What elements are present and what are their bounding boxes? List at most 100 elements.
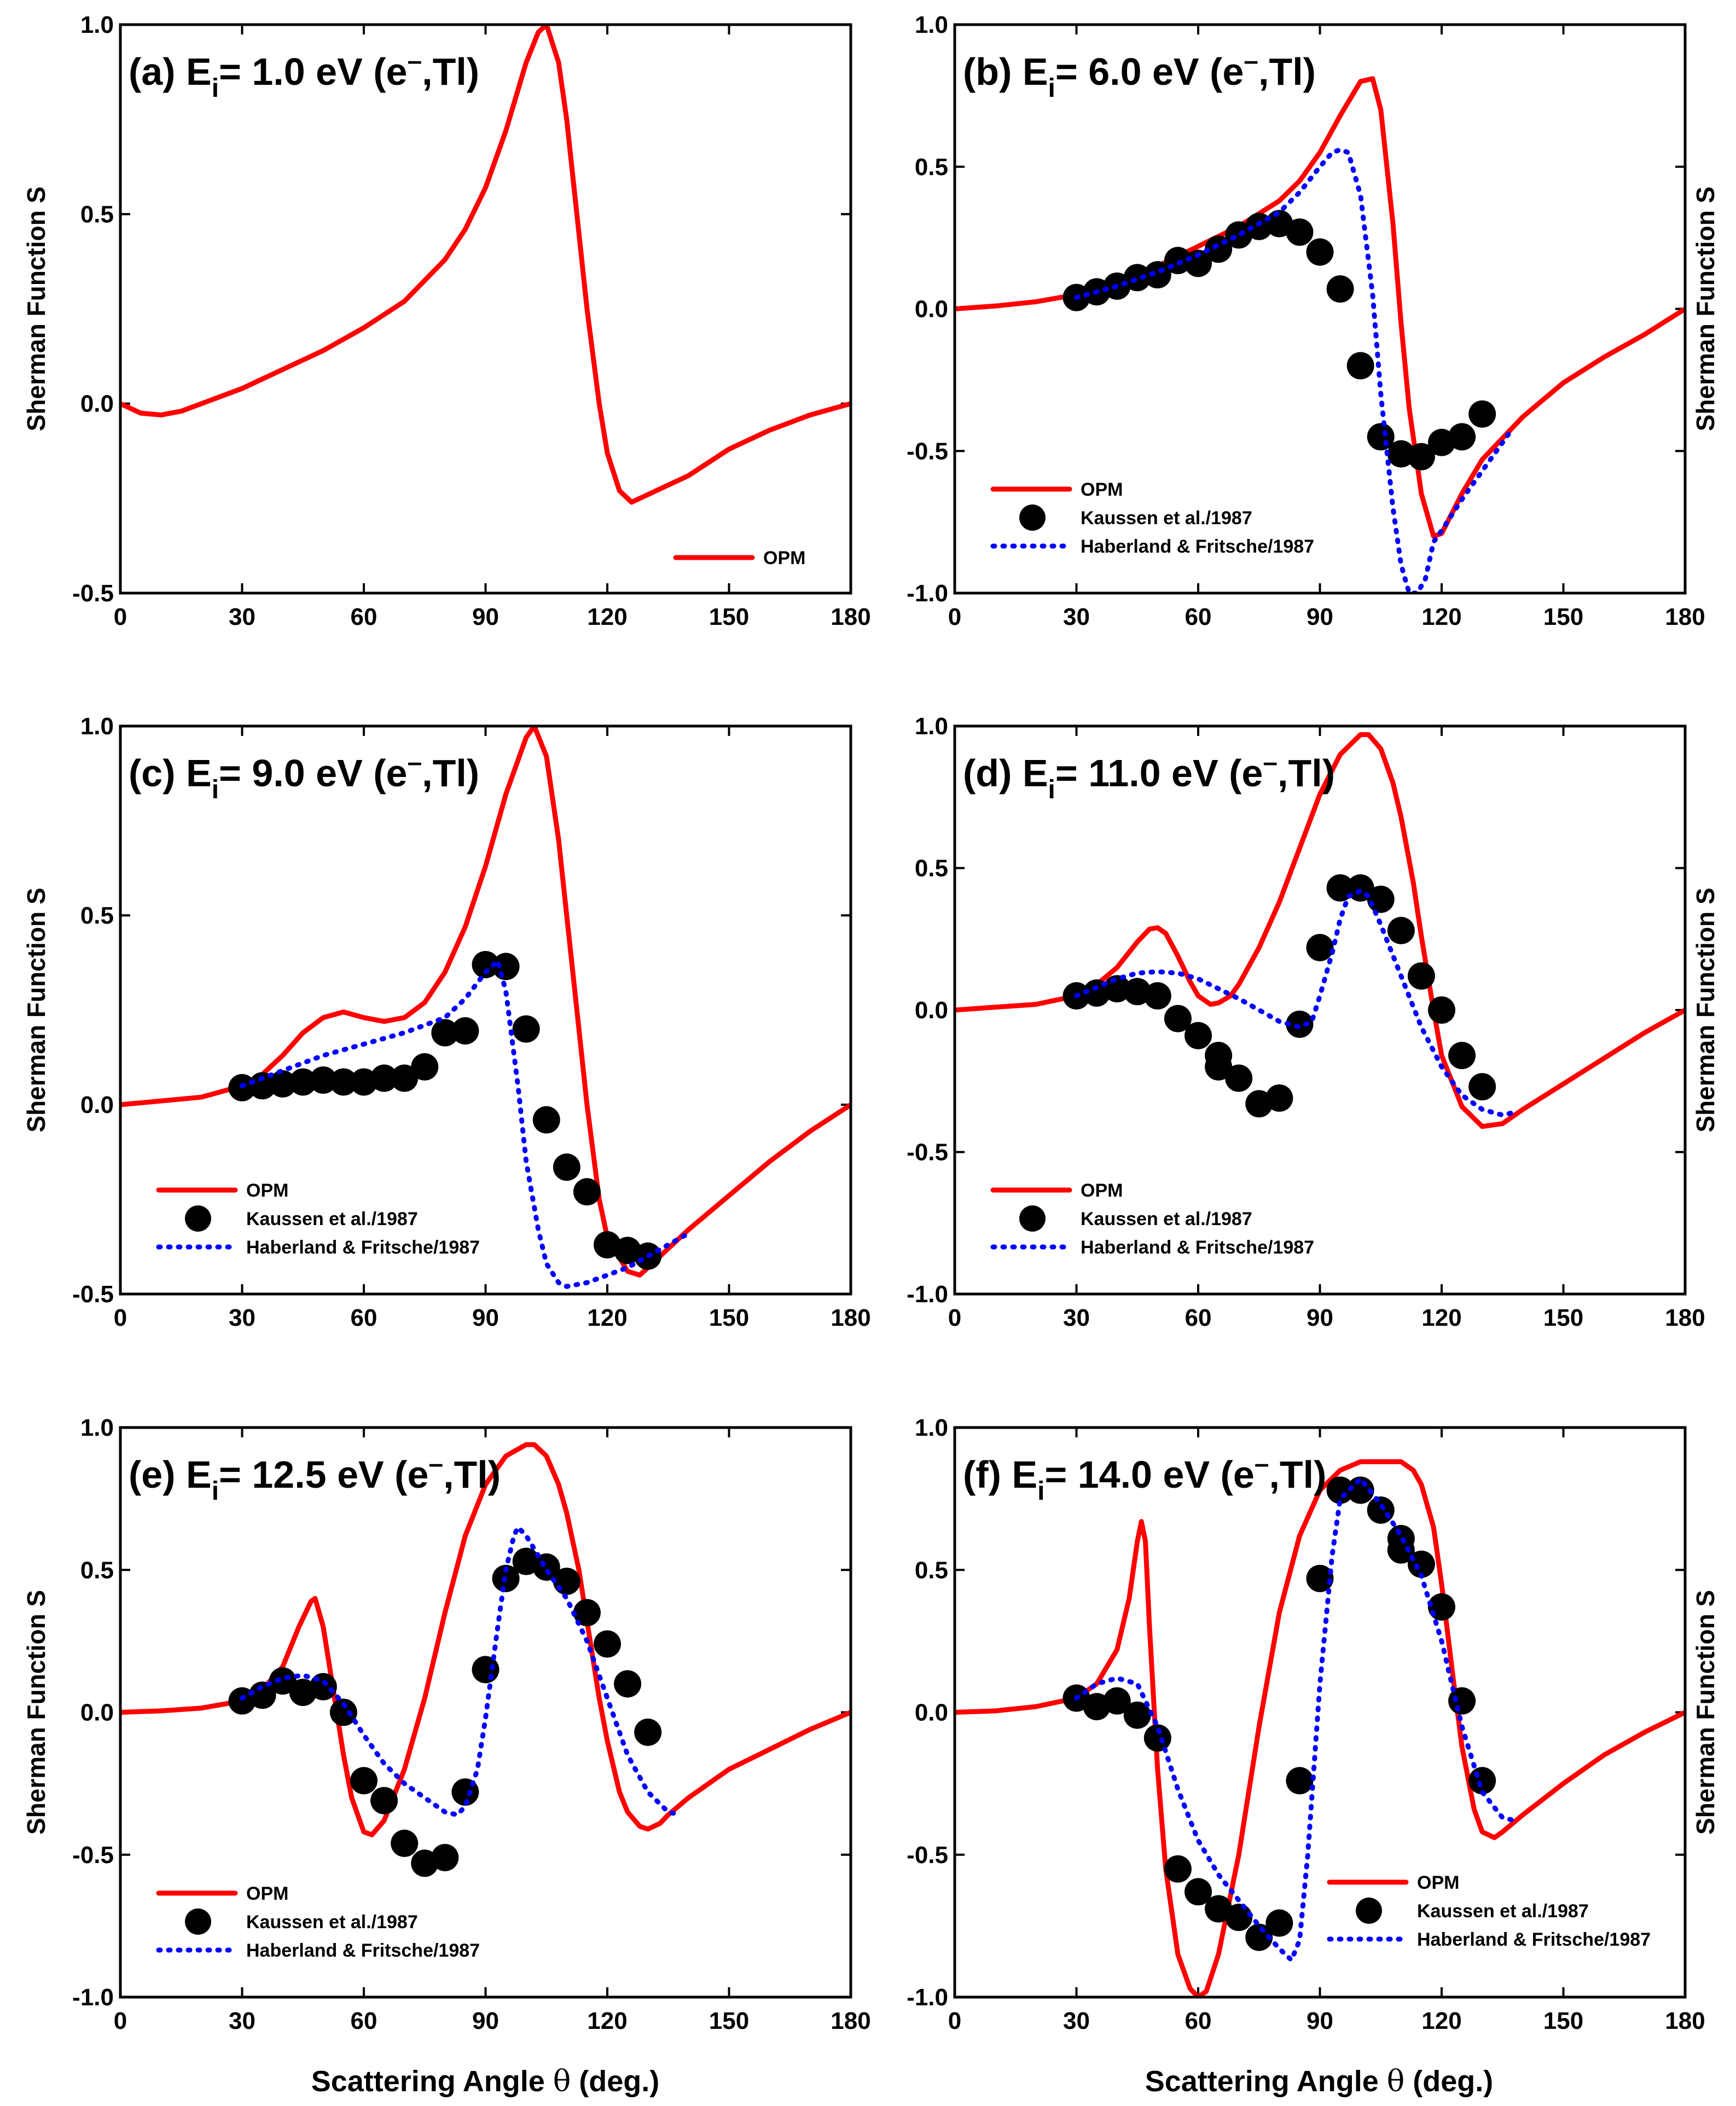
x-tick-label: 120 [587, 1304, 627, 1331]
opm-line [120, 1442, 851, 1837]
kaussen-data-point [1225, 1064, 1253, 1092]
kaussen-data-point [431, 1843, 459, 1871]
legend: OPM Kaussen et al./1987 Haberland & Fritsc… [1327, 1872, 1651, 1950]
legend-marker-kaussen [1019, 504, 1046, 531]
y-tick-label: 0.0 [915, 1699, 948, 1726]
kaussen-data-point [350, 1767, 378, 1795]
legend: OPM Kaussen et al./1987 Haberland & Fritsc… [156, 1883, 480, 1961]
x-tick-label: 0 [948, 604, 961, 630]
haberland-line [240, 958, 691, 1289]
x-tick-label: 0 [114, 1304, 127, 1331]
kaussen-data-point [309, 1673, 337, 1701]
x-tick-label: 180 [1665, 2008, 1705, 2034]
plot-frame [953, 724, 1687, 1296]
plot-frame [119, 1426, 852, 1999]
kaussen-data-point [532, 1553, 560, 1581]
y-tick-label: 0.0 [80, 1092, 114, 1118]
opm-line [120, 726, 851, 1278]
opm-line [955, 1459, 1685, 1997]
legend-marker-kaussen [185, 1908, 211, 1935]
series-opm [120, 1442, 851, 1837]
x-tick-label: 60 [1185, 1304, 1212, 1331]
y-axis-title: Sherman Function S [1691, 887, 1720, 1132]
legend-label: Haberland & Fritsche/1987 [246, 1237, 480, 1258]
kaussen-data-point [553, 1153, 580, 1181]
x-tick-label: 180 [831, 604, 870, 630]
series-haberland [240, 958, 691, 1289]
kaussen-data-point [1225, 1904, 1253, 1931]
kaussen-data-point [350, 1068, 378, 1096]
kaussen-data-point [329, 1068, 357, 1096]
y-tick-label: 0.5 [915, 855, 948, 882]
y-tick-label: 1.0 [915, 713, 948, 740]
y-tick-label: 0.5 [80, 1557, 114, 1583]
series-opm [955, 1459, 1685, 1997]
kaussen-data-point [1367, 1496, 1395, 1524]
legend: OPM Kaussen et al./1987 Haberland & Fritsc… [990, 1180, 1314, 1258]
kaussen-data-point [573, 1599, 601, 1627]
x-tick-label: 30 [229, 604, 256, 630]
legend-marker-kaussen [1356, 1898, 1382, 1924]
kaussen-data-point [594, 1630, 621, 1658]
kaussen-data-point [1103, 1687, 1131, 1715]
y-axis-title: Sherman Function S [22, 187, 50, 431]
kaussen-data-point [1164, 1005, 1192, 1032]
x-tick-label: 180 [831, 2008, 870, 2034]
legend-label: Haberland & Fritsche/1987 [1081, 1237, 1314, 1258]
kaussen-data-point [1346, 1476, 1374, 1504]
kaussen-data-point [1265, 1909, 1293, 1937]
legend: OPM Kaussen et al./1987 Haberland & Fritsc… [156, 1180, 480, 1258]
series-opm [955, 76, 1685, 539]
kaussen-data-point [391, 1064, 419, 1092]
panel-title: (b) Ei= 6.0 eV (e–,Tl) [963, 47, 1316, 103]
plot-frame [119, 23, 852, 595]
y-tick-label: -0.5 [72, 580, 114, 607]
kaussen-data-point [1448, 423, 1476, 451]
series-kaussen [1062, 210, 1496, 471]
kaussen-data-point [1143, 1724, 1171, 1752]
kaussen-data-point [1407, 962, 1435, 990]
haberland-line [1074, 147, 1513, 593]
y-tick-label: -0.5 [907, 438, 948, 465]
kaussen-data-point [1164, 1855, 1192, 1883]
x-tick-label: 180 [831, 1304, 870, 1331]
x-tick-label: 30 [229, 2008, 256, 2034]
kaussen-data-point [1143, 261, 1171, 289]
y-tick-label: -1.0 [72, 1984, 114, 2011]
kaussen-data-point [1265, 1084, 1293, 1112]
kaussen-data-point [1185, 250, 1212, 277]
x-tick-label: 150 [1543, 2008, 1583, 2034]
x-tick-label: 180 [1665, 1304, 1705, 1331]
kaussen-data-point [492, 953, 520, 981]
kaussen-data-point [1205, 1053, 1233, 1081]
x-tick-label: 150 [709, 2008, 749, 2034]
kaussen-data-point [1326, 275, 1354, 303]
kaussen-data-point [532, 1106, 560, 1134]
x-tick-label: 90 [472, 1304, 499, 1331]
panel-title: (e) Ei= 12.5 eV (e–,Tl) [129, 1449, 501, 1506]
series-haberland [240, 1524, 683, 1818]
legend-label: Kaussen et al./1987 [246, 1912, 418, 1933]
panel-title: (f) Ei= 14.0 eV (e–,Tl) [963, 1449, 1326, 1506]
x-tick-label: 180 [1665, 604, 1705, 630]
y-axis-title: Sherman Function S [1691, 187, 1720, 431]
series-opm [120, 726, 851, 1278]
x-tick-label: 90 [472, 2008, 499, 2034]
y-tick-label: 0.5 [80, 201, 114, 228]
y-tick-label: -1.0 [907, 1984, 948, 2011]
y-tick-label: 1.0 [80, 11, 114, 38]
legend-label: Kaussen et al./1987 [1417, 1901, 1589, 1922]
x-tick-label: 0 [114, 604, 127, 630]
haberland-line [1074, 888, 1517, 1118]
y-tick-label: -1.0 [907, 1281, 948, 1308]
legend-label: OPM [763, 548, 805, 568]
kaussen-data-point [1387, 916, 1415, 944]
y-tick-label: 0.5 [915, 154, 948, 181]
kaussen-data-point [512, 1015, 540, 1043]
kaussen-data-point [370, 1064, 398, 1092]
x-tick-label: 90 [1307, 1304, 1333, 1331]
y-tick-label: 1.0 [915, 11, 948, 38]
legend-label: OPM [246, 1883, 288, 1904]
x-tick-label: 60 [351, 2008, 378, 2034]
